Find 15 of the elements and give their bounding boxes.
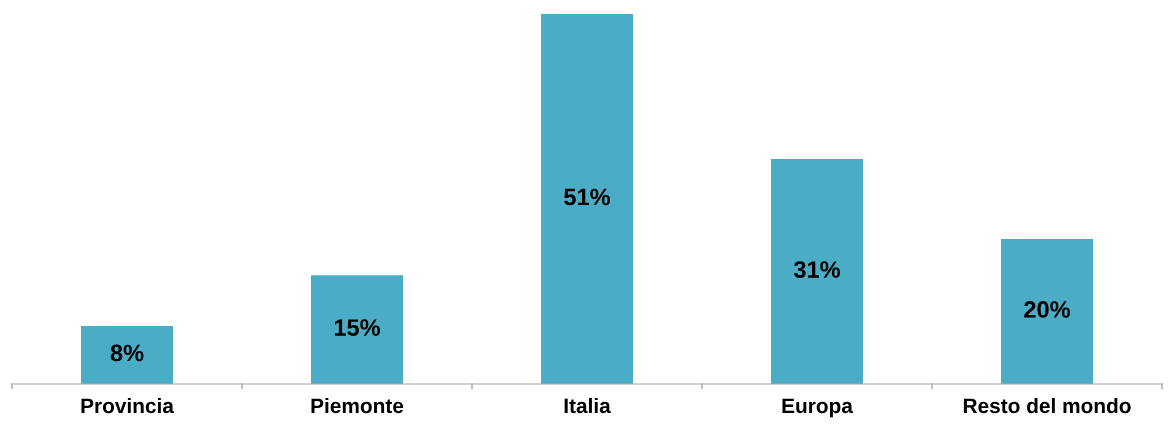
data-label: 51% <box>564 188 611 206</box>
x-tick-label: Italia <box>564 397 611 414</box>
x-tick-label: Provincia <box>81 397 175 414</box>
x-tick-label: Europa <box>782 398 854 418</box>
bar <box>1001 238 1093 384</box>
bar <box>81 325 173 384</box>
x-tick-label: Resto del mondo <box>963 397 1131 414</box>
bar <box>771 159 863 384</box>
data-label: 31% <box>793 261 841 278</box>
data-label: 15% <box>334 319 381 336</box>
data-label: 8% <box>110 344 144 362</box>
x-tick-label: Piemonte <box>311 397 404 414</box>
data-label: 20% <box>1024 301 1071 318</box>
bar <box>311 275 403 384</box>
bar <box>541 14 633 384</box>
